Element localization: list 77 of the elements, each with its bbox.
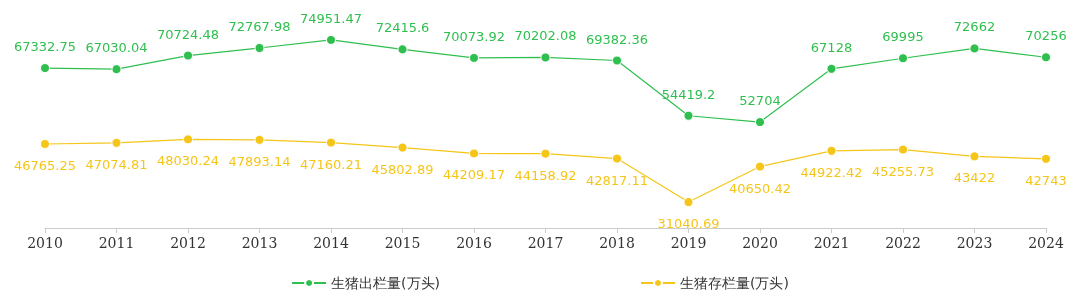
point — [969, 151, 980, 162]
point — [183, 134, 193, 145]
x-tick-label: 2023 — [956, 235, 993, 251]
data-label: 42743 — [1025, 172, 1067, 188]
point — [111, 137, 122, 148]
point — [40, 139, 50, 149]
x-tick-label: 2020 — [742, 235, 778, 251]
point — [826, 63, 837, 74]
x-tick-label: 2013 — [241, 235, 278, 251]
point — [898, 53, 908, 64]
x-tick-label: 2015 — [384, 235, 421, 251]
data-label: 70202.08 — [514, 28, 577, 44]
point — [898, 144, 908, 155]
x-tick-label: 2022 — [885, 235, 921, 251]
data-label: 47160.21 — [299, 156, 363, 172]
point — [540, 148, 551, 159]
data-label: 31040.69 — [657, 216, 720, 232]
data-label: 43422 — [953, 170, 996, 186]
point — [326, 34, 336, 45]
point — [755, 161, 765, 172]
data-label: 69995 — [882, 29, 924, 45]
data-label: 46765.25 — [13, 158, 77, 173]
point — [111, 64, 122, 75]
point — [683, 197, 694, 208]
data-label: 67128 — [810, 39, 853, 55]
x-tick-label: 2017 — [527, 235, 564, 251]
data-label: 52704 — [739, 93, 781, 109]
data-label: 45255.73 — [871, 163, 935, 179]
point — [1041, 52, 1051, 63]
data-label: 44158.92 — [514, 167, 577, 183]
legend-label: 生猪存栏量(万头) — [680, 275, 789, 291]
x-tick-label: 2024 — [1028, 235, 1064, 251]
point — [612, 153, 622, 164]
legend-label: 生猪出栏量(万头) — [331, 275, 441, 291]
point — [540, 52, 551, 63]
data-label: 74951.47 — [299, 10, 363, 26]
point — [183, 50, 193, 61]
point — [469, 52, 479, 63]
point — [397, 142, 408, 153]
point — [755, 117, 765, 128]
point — [612, 55, 622, 66]
point — [969, 43, 980, 54]
data-label: 67030.04 — [85, 40, 148, 56]
x-tick-label: 2016 — [456, 235, 492, 251]
x-tick-label: 2014 — [313, 235, 349, 251]
data-label: 70256 — [1025, 28, 1067, 44]
data-label: 54419.2 — [661, 86, 716, 102]
data-label: 47074.81 — [85, 156, 148, 172]
x-tick-label: 2018 — [599, 235, 635, 251]
x-tick-label: 2019 — [670, 235, 707, 251]
data-label: 67332.75 — [13, 39, 77, 55]
point — [254, 134, 265, 145]
data-label: 48030.24 — [156, 153, 220, 169]
point — [254, 43, 265, 53]
data-label: 72662 — [953, 19, 996, 35]
point — [469, 148, 479, 159]
x-tick-label: 2011 — [98, 235, 135, 251]
data-label: 72767.98 — [228, 19, 291, 34]
data-label: 42817.11 — [585, 172, 649, 188]
x-tick-label: 2010 — [27, 235, 63, 251]
data-label: 69382.36 — [585, 31, 649, 47]
data-label: 47893.14 — [228, 153, 291, 169]
point — [397, 44, 408, 55]
point — [40, 63, 50, 74]
data-label: 72415.6 — [375, 20, 430, 36]
data-label: 70073.92 — [442, 28, 506, 44]
data-label: 70724.48 — [156, 26, 220, 42]
data-label: 44922.42 — [800, 164, 863, 180]
x-tick-label: 2012 — [170, 235, 206, 251]
point — [826, 145, 837, 156]
point — [326, 137, 336, 148]
point — [683, 110, 694, 121]
data-label: 40650.42 — [728, 180, 792, 196]
data-label: 44209.17 — [442, 167, 506, 183]
point — [1041, 153, 1051, 164]
x-tick-label: 2021 — [813, 235, 850, 251]
data-label: 45802.89 — [371, 161, 434, 177]
